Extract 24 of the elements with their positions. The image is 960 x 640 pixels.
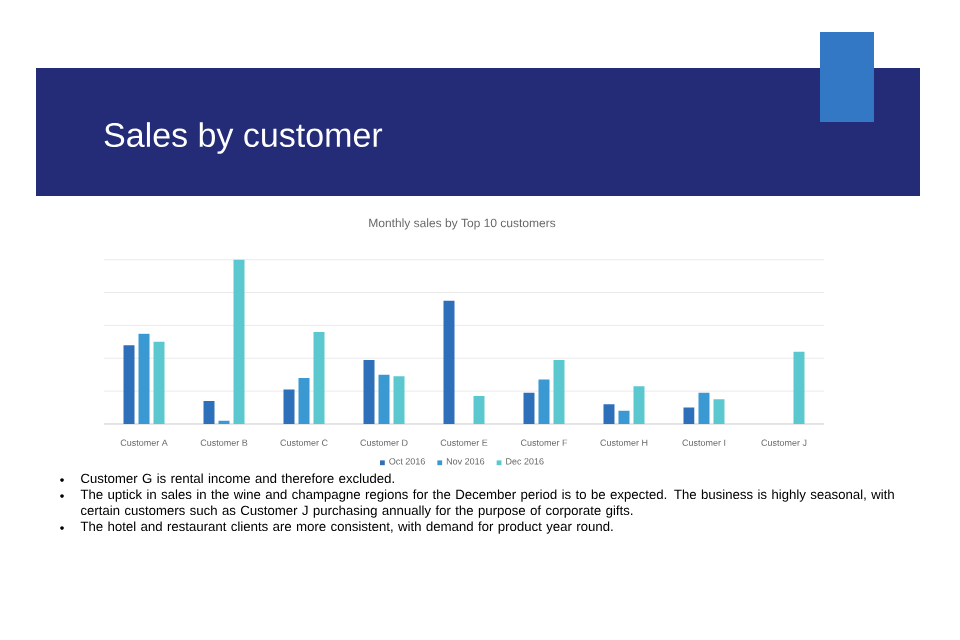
bar bbox=[523, 392, 535, 424]
chart-title: Sales by customer bbox=[104, 122, 383, 154]
bar bbox=[138, 333, 150, 424]
bar bbox=[378, 374, 390, 424]
bar bbox=[553, 359, 565, 424]
bar bbox=[363, 359, 375, 424]
bar bbox=[298, 377, 310, 424]
bar bbox=[713, 399, 725, 424]
bar bbox=[313, 331, 325, 424]
bar bbox=[473, 396, 485, 424]
bar bbox=[618, 410, 630, 424]
bar bbox=[283, 389, 295, 424]
bar bbox=[203, 400, 215, 424]
bar bbox=[393, 376, 405, 424]
bar bbox=[698, 392, 710, 424]
bar bbox=[633, 386, 645, 424]
bar bbox=[153, 341, 165, 424]
bar bbox=[603, 404, 615, 424]
bar bbox=[123, 345, 135, 424]
bar bbox=[793, 351, 805, 424]
bar bbox=[538, 379, 550, 424]
bar bbox=[443, 300, 455, 424]
bar bbox=[233, 259, 245, 424]
bar bbox=[683, 407, 695, 424]
